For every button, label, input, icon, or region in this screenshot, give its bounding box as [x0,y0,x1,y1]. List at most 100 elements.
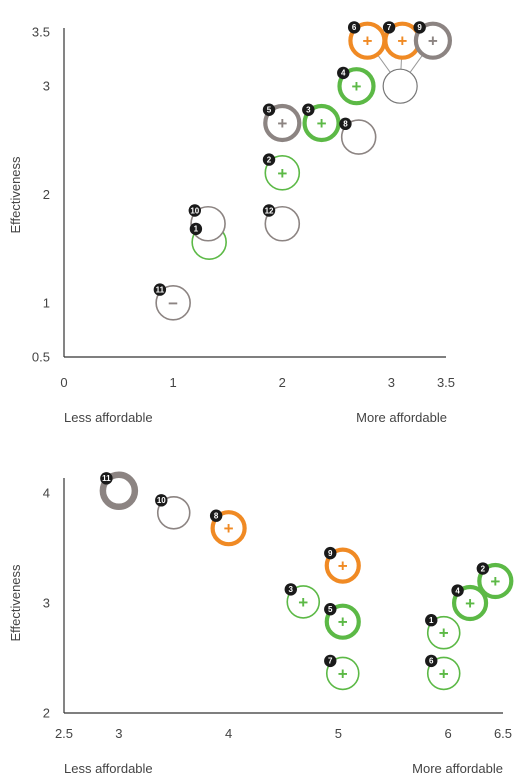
data-point-8 [210,510,247,547]
point-badge [262,153,276,166]
point-badge [451,584,464,597]
y-tick-label: 3 [43,596,50,611]
point-badge-label: 5 [328,605,333,614]
x-tick-label: 3.5 [437,375,455,390]
point-symbol: + [490,572,500,591]
point-badge [339,117,352,131]
point-badge-label: 8 [214,512,219,521]
x-note-right: More affordable [412,761,503,776]
data-point-7 [325,656,360,691]
point-badge [425,614,438,627]
point-symbol: + [277,164,287,183]
point-badge-label: 4 [455,586,460,595]
data-point-1 [426,615,461,650]
x-tick-label: 3 [115,726,122,741]
x-tick-label: 2 [279,375,286,390]
point-symbol: + [352,77,362,96]
point-badge [476,562,490,575]
data-point-12 [264,205,301,242]
point-badge-label: 1 [429,616,434,625]
data-point-5 [263,103,302,143]
point-symbol: + [317,114,327,133]
point-badge [262,204,276,217]
data-point-9 [413,21,453,60]
point-symbol: + [439,664,449,683]
y-tick-label: 2 [43,187,50,202]
point-badge [188,204,202,217]
y-tick-label: 1 [43,295,50,310]
data-point-2 [264,155,301,191]
y-axis-title: Effectiveness [8,156,23,234]
data-point-9 [324,547,361,584]
data-point-11 [155,285,191,321]
chart-2: Effectiveness 2.5 3 4 5 6 6.5 2 3 4 Less affordabl… [8,471,514,776]
point-badge [382,21,396,34]
data-point-3 [302,103,341,143]
point-symbol: + [338,613,348,632]
point-badge-label: 11 [102,474,111,483]
point-badge-label: 2 [267,155,272,164]
y-tick-label: 0.5 [32,350,50,365]
point-badge [262,103,276,116]
point-symbol: + [298,593,308,612]
point-badge-label: 7 [328,657,333,666]
point-badge-label: 7 [387,23,392,32]
point-badge [425,654,438,668]
x-tick-label: 6 [445,726,452,741]
data-point-4 [337,67,376,106]
point-symbol: + [338,557,348,576]
data-point-10 [156,495,191,530]
point-badge-label: 10 [157,496,166,505]
x-tick-label: 6.5 [494,726,512,741]
point-badge [337,66,350,80]
point-badge [302,103,315,116]
x-tick-label: 0 [60,375,67,390]
point-badge [100,472,113,485]
point-badge [324,546,337,560]
point-badge [153,283,167,296]
point-badge [324,603,337,616]
point-badge [324,654,337,668]
y-tick-label: 3 [43,79,50,94]
y-tick-label: 2 [43,706,50,721]
point-badge-label: 2 [481,564,486,573]
point-symbol: + [362,32,372,51]
y-axis-title: Effectiveness [8,564,23,642]
x-tick-label: 2.5 [55,726,73,741]
point-badge [413,21,426,34]
x-tick-label: 1 [170,375,177,390]
point-badge-label: 4 [341,69,346,78]
point-badge-label: 9 [328,549,333,558]
point-badge-label: 8 [343,120,348,129]
y-tick-label: 4 [43,486,50,501]
point-symbol: + [277,114,287,133]
point-badge [189,222,203,236]
point-badge-label: 5 [267,106,272,115]
point-badge [155,494,168,507]
data-point-3 [286,585,321,619]
data-point-6 [426,656,461,691]
x-tick-label: 3 [388,375,395,390]
point-symbol: + [338,664,348,683]
data-point-2 [477,562,514,600]
point-badge-label: 11 [156,285,165,294]
point-symbol: + [465,594,475,613]
data-point-8 [340,119,377,155]
point-badge [209,509,223,522]
x-note-right: More affordable [356,410,447,425]
y-tick-label: 3.5 [32,25,50,40]
data-point-4 [451,584,489,622]
point-symbol: + [439,624,449,643]
point-symbol: + [397,32,407,51]
point-symbol: + [428,32,438,51]
point-badge-label: 12 [265,206,274,215]
point-symbol: − [168,294,178,313]
point-badge-label: 3 [289,585,294,594]
point-badge-label: 6 [429,657,434,666]
point-badge-label: 1 [194,225,199,234]
data-point-5 [324,603,361,640]
point-badge [284,583,297,596]
point-badge-label: 10 [190,206,199,215]
